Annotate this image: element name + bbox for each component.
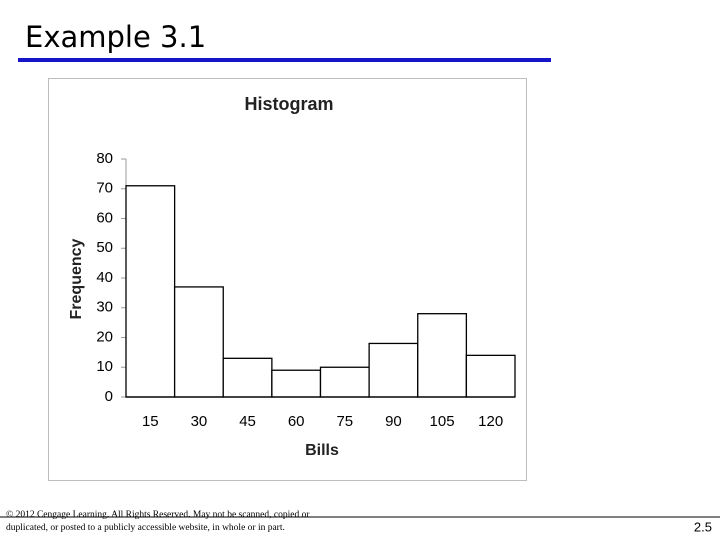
title-rule xyxy=(18,58,551,62)
y-tick-label: 60 xyxy=(96,209,113,226)
bar xyxy=(125,185,176,398)
bar xyxy=(222,357,273,398)
bar xyxy=(465,354,516,398)
copyright: © 2012 Cengage Learning. All Rights Rese… xyxy=(6,509,310,520)
y-tick-label: 70 xyxy=(96,180,113,197)
y-tick-label: 20 xyxy=(96,328,113,345)
x-tick-label: 45 xyxy=(239,413,256,430)
bar xyxy=(271,369,322,398)
bar xyxy=(319,366,370,398)
y-tick-label: 0 xyxy=(105,388,113,405)
y-tick-label: 40 xyxy=(96,269,113,286)
x-tick-label: 90 xyxy=(385,413,402,430)
x-tick-label: 105 xyxy=(430,413,455,430)
x-tick-label: 75 xyxy=(336,413,353,430)
x-axis-label: Bills xyxy=(305,442,339,459)
page-number: 2.5 xyxy=(694,519,712,534)
chart-title: Histogram xyxy=(244,94,333,114)
x-tick-label: 120 xyxy=(478,413,503,430)
x-tick-label: 15 xyxy=(142,413,159,430)
y-tick-label: 80 xyxy=(96,150,113,167)
bar xyxy=(173,286,224,398)
x-tick-label: 60 xyxy=(288,413,305,430)
y-axis-label: Frequency xyxy=(68,238,85,319)
bar xyxy=(417,313,468,398)
x-tick-label: 30 xyxy=(191,413,208,430)
bar xyxy=(368,342,419,398)
slide-title: Example 3.1 xyxy=(25,20,206,54)
plot: 0 10 20 30 40 50 60 70 80 15 30 45 60 75 90 105 120 xyxy=(96,150,516,430)
y-tick-label: 10 xyxy=(96,358,113,375)
y-tick-label: 30 xyxy=(96,299,113,316)
y-tick-label: 50 xyxy=(96,239,113,256)
copyright: duplicated, or posted to a publicly acce… xyxy=(6,523,285,533)
